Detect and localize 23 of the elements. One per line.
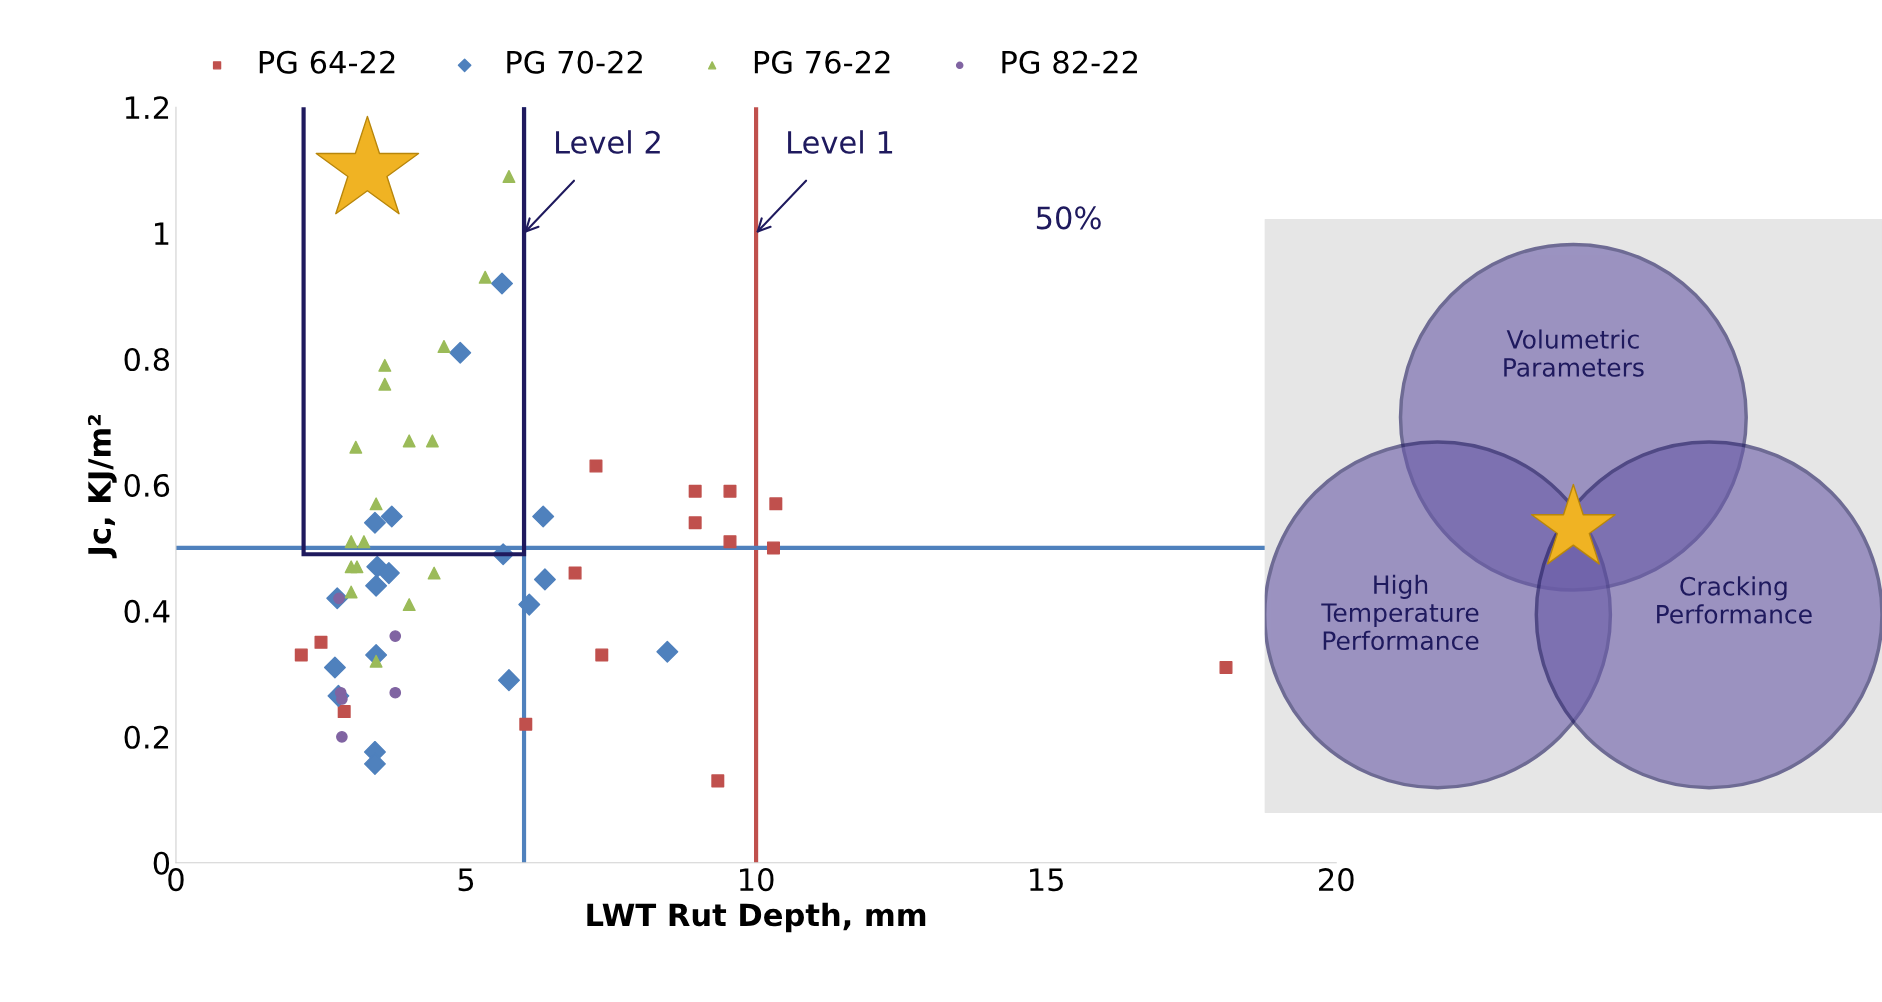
y-axis-title: Jc, KJ/m²: [87, 415, 117, 559]
x-tick-label: 20: [1319, 868, 1354, 892]
y-tick-label: 1: [155, 222, 169, 245]
annotation: 50%: [1036, 206, 1101, 230]
y-tick-label: 0: [153, 851, 170, 875]
y-tick-label: 0.2: [124, 725, 169, 749]
legend-label: PG 76-22: [754, 50, 890, 74]
y-tick-label: 0.6: [124, 473, 170, 498]
text: Volumetric Parameters: [1504, 329, 1644, 377]
text: Cracking Performance: [1657, 576, 1812, 624]
x-tick-label: 10: [740, 868, 774, 892]
x-tick-label: 15: [1030, 868, 1063, 892]
legend-label: PG 82-22: [1002, 50, 1137, 74]
x-axis-title: LWT Rut Depth, mm: [587, 902, 926, 933]
x-tick-label: 5: [458, 868, 474, 892]
legend-label: PG 64-22: [259, 50, 395, 74]
annotation: High Temperature Performance: [1321, 574, 1479, 651]
legend-label: PG 70-22: [507, 50, 642, 74]
y-tick-label: 0.4: [124, 599, 170, 623]
annotation: Level 1: [788, 130, 893, 154]
annotation: Level 2: [556, 130, 660, 154]
y-tick-label: 0.8: [124, 347, 170, 372]
y-tick-label: 1.2: [125, 96, 169, 119]
